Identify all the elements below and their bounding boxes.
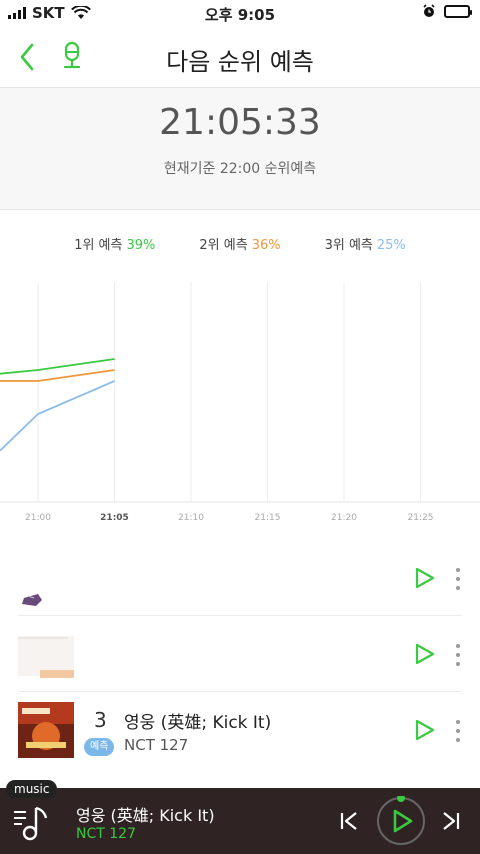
- play-icon[interactable]: [414, 566, 436, 590]
- album-art-image: [22, 594, 42, 606]
- list-item[interactable]: 3 영웅 (英雄; Kick It) 예측 NCT 127: [18, 692, 462, 768]
- next-track-icon[interactable]: [440, 810, 462, 832]
- previous-track-icon[interactable]: [338, 810, 360, 832]
- x-tick-label: 21:10: [178, 513, 204, 523]
- x-tick-label: 21:20: [331, 513, 357, 523]
- song-artist[interactable]: NCT 127: [124, 736, 189, 754]
- legend-label: 2위 예측: [199, 238, 248, 253]
- status-left: SKT: [8, 4, 91, 22]
- song-title[interactable]: 영웅 (英雄; Kick It): [124, 713, 272, 733]
- legend-item-2: 2위 예측 36%: [199, 234, 280, 254]
- series-line-2: [0, 369, 115, 382]
- mini-player[interactable]: music 영웅 (英雄; Kick It) NCT 127: [0, 780, 480, 854]
- back-icon[interactable]: [14, 41, 42, 73]
- list-item[interactable]: [18, 540, 462, 616]
- x-tick-label: 21:15: [255, 513, 281, 523]
- x-tick-label: 21:05: [100, 513, 129, 523]
- x-tick-label: 21:00: [25, 513, 51, 523]
- chart-legend: 1위 예측 39% 2위 예측 36% 3위 예측 25%: [0, 234, 480, 254]
- status-time: 오후 9:05: [204, 6, 276, 24]
- timer-panel: 21:05:33 현재기준 22:00 순위예측: [0, 88, 480, 210]
- carrier-label: SKT: [32, 4, 65, 22]
- wifi-icon: [70, 6, 91, 19]
- now-playing-title[interactable]: 영웅 (英雄; Kick It): [76, 806, 215, 825]
- series-line-3: [0, 380, 115, 452]
- page-title: 다음 순위 예측: [166, 48, 314, 76]
- x-tick-label: 21:25: [408, 513, 434, 523]
- music-tab-badge[interactable]: music: [6, 780, 58, 798]
- signal-icon: [8, 7, 26, 19]
- status-bar: SKT 오후 9:05: [0, 0, 480, 26]
- legend-label: 3위 예측: [324, 238, 373, 253]
- legend-value: 39%: [126, 238, 156, 253]
- legend-label: 1위 예측: [74, 238, 123, 253]
- album-art-image: [18, 702, 74, 758]
- ranking-caption: 현재기준 22:00 순위예측: [163, 161, 317, 177]
- legend-item-1: 1위 예측 39%: [74, 234, 155, 254]
- song-rank: 3: [94, 708, 107, 732]
- play-pause-button[interactable]: [376, 796, 426, 846]
- top-header: 다음 순위 예측: [0, 26, 480, 88]
- album-art-image: [18, 636, 74, 678]
- more-options-icon[interactable]: [454, 644, 462, 666]
- battery-icon: [444, 4, 472, 18]
- prediction-badge: 예측: [84, 738, 115, 756]
- alarm-icon: [423, 4, 435, 17]
- status-right: [422, 4, 472, 18]
- legend-item-3: 3위 예측 25%: [325, 234, 406, 254]
- list-item[interactable]: [18, 616, 462, 692]
- ranking-line-chart: 21:00 21:05 21:10 21:15 21:20 21:25: [0, 282, 480, 523]
- play-icon[interactable]: [414, 642, 436, 666]
- legend-value: 36%: [251, 238, 281, 253]
- microphone-icon[interactable]: [58, 40, 86, 72]
- legend-value: 25%: [376, 238, 406, 253]
- playlist-icon[interactable]: [12, 802, 52, 842]
- more-options-icon[interactable]: [454, 568, 462, 590]
- more-options-icon[interactable]: [454, 720, 462, 742]
- play-icon[interactable]: [414, 718, 436, 742]
- countdown-clock: 21:05:33: [159, 102, 321, 143]
- series-line-1: [0, 358, 115, 375]
- now-playing-artist[interactable]: NCT 127: [76, 826, 136, 842]
